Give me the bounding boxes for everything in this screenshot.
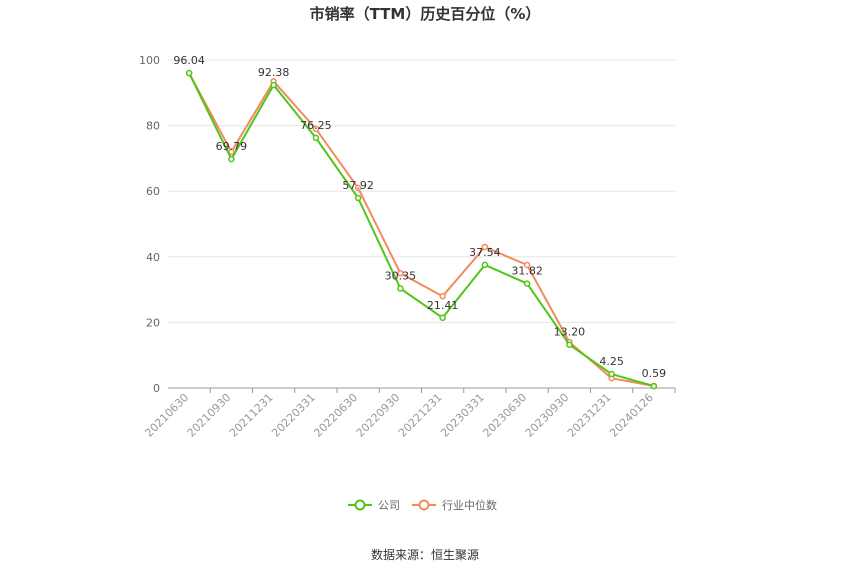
data-point-industry-median [397,269,404,277]
x-tick-label: 20210630 [142,391,191,440]
data-point-company [228,155,235,163]
data-label: 96.04 [173,54,205,67]
x-tick-label: 20230331 [438,391,487,440]
grid [168,59,675,323]
legend-label-company: 公司 [378,499,400,512]
y-tick-label: 20 [146,316,160,329]
data-point-company [397,285,404,292]
data-point-company [185,69,193,77]
x-tick-label: 20221231 [396,391,445,440]
y-tick-label: 60 [146,185,160,198]
data-label: 13.20 [554,326,586,339]
series [185,69,658,390]
legend-label-industry-median: 行业中位数 [442,498,497,512]
axes: 0204060801002021063020210930202112312022… [139,54,676,440]
x-tick-label: 20230930 [523,391,572,440]
y-tick-label: 0 [153,382,160,395]
x-tick-label: 20210930 [185,391,234,440]
data-label: 21.41 [427,299,459,312]
data-point-industry-median [481,243,489,251]
data-point-company [270,81,277,89]
y-tick-label: 80 [146,120,160,133]
data-point-company [312,134,320,142]
data-label: 31.82 [511,265,543,278]
data-labels: 96.04 69.79 92.38 76.25 57.92 30.35 21.41 37.54… [173,54,666,380]
data-label: 92.38 [258,66,290,79]
x-tick-label: 20240126 [607,391,656,440]
data-label: 37.54 [469,246,501,259]
x-tick-label: 20220930 [354,391,403,440]
data-label: 30.35 [385,269,417,282]
data-point-industry-median [439,292,446,300]
x-tick-label: 20211231 [227,391,276,440]
data-point-company [354,194,362,202]
data-point-industry-median [354,184,362,192]
legend-item-industry-median[interactable]: 行业中位数 [412,498,497,512]
chart-title: 市销率（TTM）历史百分位（%） [310,5,541,23]
legend-item-company[interactable]: 公司 [348,499,400,512]
source-note: 数据来源：恒生聚源 [371,547,479,562]
y-tick-label: 100 [139,54,160,67]
data-point-company [608,370,615,378]
legend-marker-company [354,499,366,511]
x-tick-label: 20230630 [480,391,529,440]
data-point-company [566,341,573,348]
x-tick-label: 20231231 [565,391,614,440]
data-label: 76.25 [300,119,332,132]
x-tick-label: 20220331 [269,391,318,440]
x-tick-label: 20220630 [311,391,360,440]
series-line-industry-median [188,72,655,387]
data-point-industry-median [312,125,320,133]
data-point-company [650,382,658,390]
data-label: 57.92 [342,179,374,192]
data-point-company [481,261,489,269]
series-line-company [188,72,655,388]
data-label: 0.59 [642,367,667,380]
y-tick-label: 40 [146,251,160,264]
legend-marker-industry-median [418,499,430,511]
data-point-company [523,280,531,287]
data-label: 69.79 [216,140,248,153]
data-point-company [439,314,446,322]
legend: 公司 行业中位数 [348,498,497,512]
data-point-industry-median [523,261,531,269]
data-label: 4.25 [599,355,624,368]
